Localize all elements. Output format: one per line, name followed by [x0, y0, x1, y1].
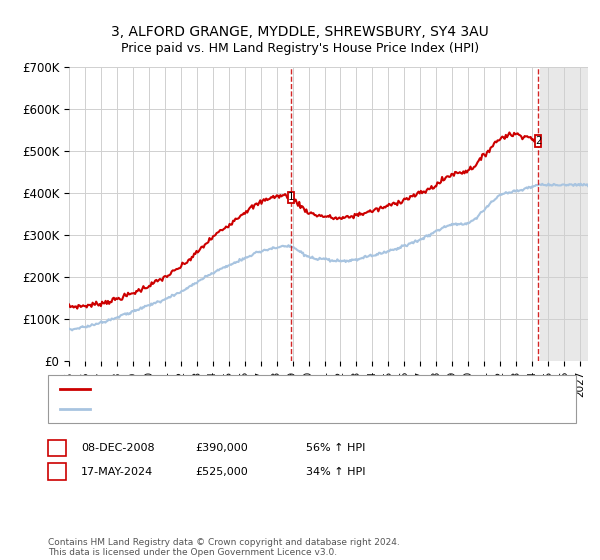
Text: 08-DEC-2008: 08-DEC-2008: [81, 443, 155, 453]
Text: 3, ALFORD GRANGE, MYDDLE, SHREWSBURY, SY4 3AU: 3, ALFORD GRANGE, MYDDLE, SHREWSBURY, SY…: [111, 25, 489, 39]
Text: HPI: Average price, detached house, Shropshire: HPI: Average price, detached house, Shro…: [99, 404, 348, 414]
Bar: [540, 67, 588, 361]
Text: £525,000: £525,000: [195, 466, 248, 477]
Text: 17-MAY-2024: 17-MAY-2024: [81, 466, 153, 477]
Text: Contains HM Land Registry data © Crown copyright and database right 2024.
This d: Contains HM Land Registry data © Crown c…: [48, 538, 400, 557]
FancyBboxPatch shape: [288, 192, 295, 203]
Text: 1: 1: [288, 193, 295, 202]
Text: 3, ALFORD GRANGE, MYDDLE, SHREWSBURY, SY4 3AU (detached house): 3, ALFORD GRANGE, MYDDLE, SHREWSBURY, SY…: [99, 384, 476, 394]
Text: 1: 1: [53, 443, 61, 453]
Text: 2: 2: [535, 136, 541, 146]
FancyBboxPatch shape: [535, 135, 541, 147]
Text: 34% ↑ HPI: 34% ↑ HPI: [306, 466, 365, 477]
Text: 2: 2: [53, 466, 61, 477]
Text: Price paid vs. HM Land Registry's House Price Index (HPI): Price paid vs. HM Land Registry's House …: [121, 42, 479, 55]
Text: £390,000: £390,000: [195, 443, 248, 453]
Text: 56% ↑ HPI: 56% ↑ HPI: [306, 443, 365, 453]
